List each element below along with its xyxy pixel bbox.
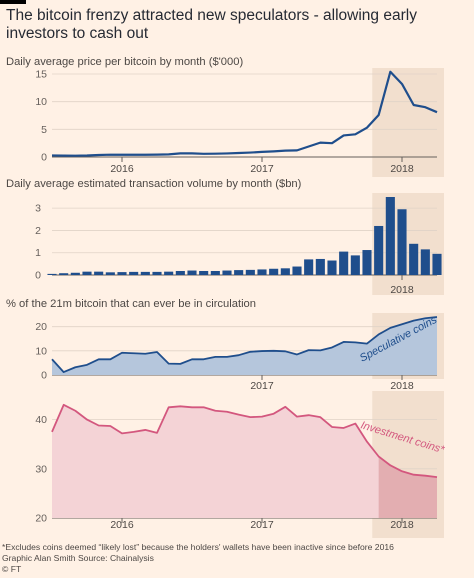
highlight-band-1	[372, 68, 444, 177]
speculative-line	[51, 316, 438, 374]
chart-title: The bitcoin frenzy attracted new specula…	[6, 7, 417, 42]
volume-bar	[374, 225, 384, 275]
volume-bar	[385, 197, 395, 275]
volume-bar	[129, 271, 139, 275]
volume-bar	[304, 259, 314, 275]
volume-bar	[245, 269, 255, 275]
volume-bar	[70, 272, 80, 275]
volume-bar	[432, 253, 442, 275]
credit-line: Graphic Alan Smith Source: Chainalysis	[2, 553, 154, 563]
x-tick-label: 2018	[390, 380, 414, 392]
speculative-area	[52, 317, 437, 375]
x-tick-label: 2018	[390, 284, 414, 296]
x-tick-label: 2017	[250, 380, 274, 392]
x-tick-label: 2018	[390, 519, 414, 531]
y-tick-label: 15	[35, 69, 47, 81]
y-tick-label: 30	[35, 463, 47, 475]
y-tick-label: 20	[35, 321, 47, 333]
volume-bar	[327, 260, 337, 275]
panel-title-2: Daily average estimated transaction volu…	[6, 178, 302, 190]
volume-bar	[257, 269, 267, 275]
volume-bar	[105, 272, 115, 275]
ft-brand-bar	[0, 0, 26, 4]
investment-line	[51, 403, 438, 479]
x-tick-label: 2018	[390, 163, 414, 175]
volume-bar	[59, 273, 69, 275]
y-tick-label: 0	[41, 152, 47, 164]
volume-bar	[140, 271, 150, 275]
volume-bar	[164, 271, 174, 275]
footnote: *Excludes coins deemed “likely lost” bec…	[2, 542, 394, 552]
y-tick-label: 0	[35, 270, 41, 282]
highlight-band-2	[372, 193, 444, 295]
investment-area	[52, 404, 437, 518]
volume-bar	[199, 270, 209, 275]
volume-bar	[175, 270, 185, 275]
volume-bar	[234, 270, 244, 275]
y-tick-label: 5	[41, 124, 47, 136]
volume-bar	[210, 270, 220, 275]
volume-bar	[420, 249, 430, 275]
investment-area-highlight	[378, 456, 437, 518]
x-tick-label: 2017	[250, 519, 274, 531]
x-tick-label: 2016	[110, 519, 134, 531]
x-tick-label: 2016	[110, 163, 134, 175]
volume-bar	[47, 273, 57, 275]
copyright: © FT	[2, 564, 22, 574]
volume-bar	[397, 209, 407, 275]
volume-bar	[117, 272, 127, 275]
y-tick-label: 3	[35, 203, 41, 215]
y-tick-label: 10	[35, 96, 47, 108]
volume-bar	[187, 270, 197, 275]
volume-bar	[350, 255, 360, 275]
volume-bar	[409, 243, 419, 275]
volume-bar	[292, 266, 302, 275]
volume-bar	[362, 250, 372, 275]
volume-bar	[94, 271, 104, 275]
panel-title-1: Daily average price per bitcoin by month…	[6, 56, 243, 68]
y-tick-label: 0	[41, 370, 47, 382]
panel-title-3: % of the 21m bitcoin that can ever be in…	[6, 298, 256, 310]
volume-bar	[152, 271, 162, 275]
y-tick-label: 20	[35, 513, 47, 525]
volume-bar	[339, 251, 349, 275]
volume-bar	[82, 271, 92, 275]
y-tick-label: 1	[35, 247, 41, 259]
y-tick-label: 10	[35, 345, 47, 357]
y-tick-label: 2	[35, 225, 41, 237]
volume-bar	[280, 268, 290, 275]
x-tick-label: 2017	[250, 163, 274, 175]
volume-bar	[222, 270, 232, 275]
volume-bar	[269, 268, 279, 275]
y-tick-label: 40	[35, 414, 47, 426]
price-line	[51, 70, 438, 157]
volume-bar	[315, 258, 325, 275]
